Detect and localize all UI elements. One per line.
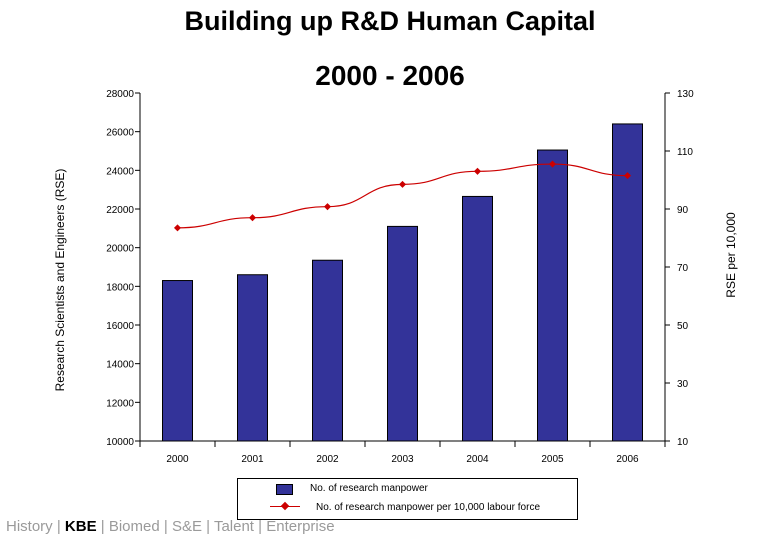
bar bbox=[312, 259, 343, 442]
footer-link-kbe[interactable]: KBE bbox=[64, 518, 97, 535]
y2-tick-label: 30 bbox=[677, 379, 689, 390]
footer-nav: History | KBE | Biomed | S&E | Talent | … bbox=[6, 518, 335, 535]
line-series bbox=[173, 160, 632, 232]
legend-bar-swatch bbox=[276, 484, 293, 495]
bar bbox=[387, 225, 418, 442]
bar-series bbox=[162, 123, 643, 442]
line-point bbox=[173, 224, 182, 232]
y-tick-label: 26000 bbox=[106, 128, 134, 139]
x-tick-label: 2006 bbox=[616, 454, 639, 465]
bar bbox=[612, 123, 643, 442]
legend-bar-label: No. of research manpower bbox=[310, 483, 428, 494]
line-point bbox=[248, 214, 257, 222]
footer-link-biomed[interactable]: Biomed bbox=[108, 518, 160, 535]
x-tick-label: 2002 bbox=[316, 454, 339, 465]
footer-link-talent[interactable]: Talent bbox=[213, 518, 254, 535]
footer-separator: | bbox=[56, 518, 65, 535]
y-tick-label: 12000 bbox=[106, 398, 134, 409]
footer-separator: | bbox=[100, 518, 109, 535]
line-point bbox=[623, 172, 632, 180]
footer-separator: | bbox=[206, 518, 214, 535]
y-tick-label: 20000 bbox=[106, 244, 134, 255]
y2-tick-label: 130 bbox=[677, 89, 694, 100]
tick-labels: 10000 12000 14000 16000 18000 20000 22000 24000… bbox=[106, 89, 694, 465]
y-tick-label: 14000 bbox=[106, 360, 134, 371]
y2-tick-label: 90 bbox=[677, 205, 689, 216]
x-tick-label: 2004 bbox=[466, 454, 489, 465]
y-tick-label: 18000 bbox=[106, 282, 134, 293]
legend: No. of research manpower No. of research… bbox=[237, 478, 578, 520]
y-tick-label: 22000 bbox=[106, 205, 134, 216]
x-tick-label: 2001 bbox=[241, 454, 264, 465]
bar bbox=[462, 195, 493, 442]
x-tick-label: 2000 bbox=[166, 454, 189, 465]
footer-link-enterprise[interactable]: Enterprise bbox=[266, 518, 335, 535]
legend-line-marker bbox=[280, 501, 290, 511]
y-tick-label: 24000 bbox=[106, 166, 134, 177]
y2-tick-label: 70 bbox=[677, 263, 689, 274]
x-tick-label: 2003 bbox=[391, 454, 414, 465]
line-point bbox=[548, 160, 557, 168]
bar bbox=[162, 280, 193, 442]
footer-separator: | bbox=[163, 518, 172, 535]
bar bbox=[537, 149, 568, 442]
y2-axis-label: RSE per 10,000 bbox=[724, 212, 738, 298]
chart-title: Building up R&D Human Capital bbox=[184, 6, 596, 36]
footer-link-se[interactable]: S&E bbox=[171, 518, 202, 535]
bar bbox=[237, 274, 268, 442]
x-tick-label: 2005 bbox=[541, 454, 564, 465]
footer-separator: | bbox=[258, 518, 267, 535]
y-tick-label: 16000 bbox=[106, 321, 134, 332]
y2-tick-label: 10 bbox=[677, 437, 689, 448]
line-point bbox=[323, 203, 332, 211]
line-point bbox=[473, 167, 482, 175]
legend-line-label: No. of research manpower per 10,000 labo… bbox=[316, 502, 541, 513]
y-tick-label: 28000 bbox=[106, 89, 134, 100]
y2-tick-label: 110 bbox=[677, 147, 693, 158]
y2-tick-label: 50 bbox=[677, 321, 689, 332]
y-axis-label: Research Scientists and Engineers (RSE) bbox=[53, 169, 67, 392]
y-tick-label: 10000 bbox=[106, 437, 134, 448]
chart-subtitle: 2000 - 2006 bbox=[315, 60, 465, 91]
line-point bbox=[398, 180, 407, 188]
footer-link-history[interactable]: History bbox=[6, 518, 53, 535]
